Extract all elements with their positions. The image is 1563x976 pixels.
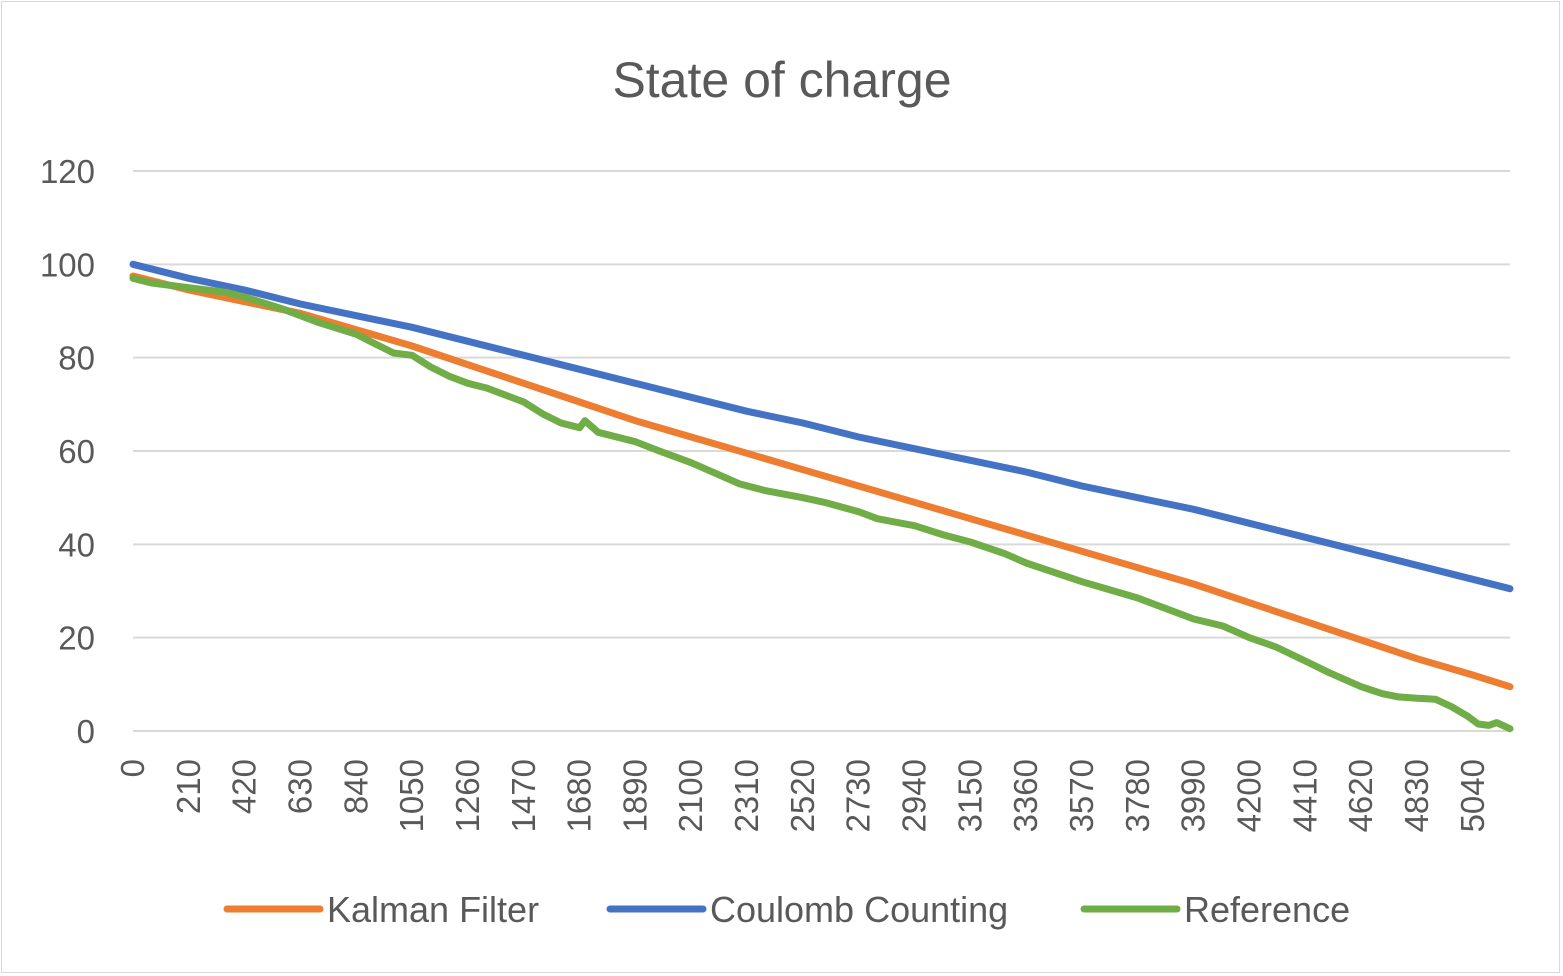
x-tick-label: 2730 (840, 759, 877, 832)
x-tick-label: 1680 (561, 759, 598, 832)
x-tick-label: 3990 (1175, 759, 1212, 832)
series-line-kalman-filter (129, 272, 1514, 691)
x-tick-label: 5040 (1454, 759, 1491, 832)
y-tick-label: 0 (77, 713, 95, 750)
series-lines (129, 260, 1514, 733)
x-tick-label: 2100 (672, 759, 709, 832)
y-tick-label: 20 (58, 620, 95, 657)
x-tick-label: 1470 (505, 759, 542, 832)
x-tick-label: 2940 (896, 759, 933, 832)
legend-label-coulomb-counting: Coulomb Counting (710, 889, 1008, 930)
x-tick-label: 210 (170, 759, 207, 814)
y-tick-label: 120 (40, 153, 95, 190)
legend-label-reference: Reference (1184, 889, 1350, 930)
y-tick-label: 100 (40, 246, 95, 283)
x-axis: 0 210 420 630 840 1050 1260 1470 1680 1890 2100 231… (114, 730, 1510, 832)
gridlines (133, 170, 1510, 732)
y-tick-label: 80 (58, 340, 95, 377)
legend-item-reference: Reference (1080, 889, 1350, 930)
x-tick-label: 4830 (1398, 759, 1435, 832)
x-tick-label: 3150 (951, 759, 988, 832)
x-tick-label: 840 (337, 759, 374, 814)
x-tick-label: 0 (114, 759, 151, 777)
x-tick-label: 4200 (1230, 759, 1267, 832)
x-tick-label: 420 (226, 759, 263, 814)
x-tick-label: 2310 (728, 759, 765, 832)
x-tick-label: 1260 (449, 759, 486, 832)
x-tick-label: 630 (281, 759, 318, 814)
x-tick-label: 3360 (1007, 759, 1044, 832)
y-axis: 0 20 40 60 80 100 120 (40, 153, 95, 750)
series-line-coulomb-counting (129, 260, 1514, 593)
y-tick-label: 40 (58, 526, 95, 563)
series-line-reference (129, 274, 1514, 733)
legend-label-kalman-filter: Kalman Filter (327, 889, 539, 930)
x-tick-label: 4410 (1286, 759, 1323, 832)
x-tick-label: 2520 (784, 759, 821, 832)
legend-item-kalman-filter: Kalman Filter (223, 889, 539, 930)
legend: Kalman Filter Coulomb Counting Reference (223, 889, 1350, 930)
x-tick-label: 1890 (616, 759, 653, 832)
x-tick-label: 3780 (1119, 759, 1156, 832)
chart-title: State of charge (612, 52, 951, 108)
y-tick-label: 60 (58, 433, 95, 470)
x-tick-label: 3570 (1063, 759, 1100, 832)
x-tick-label: 1050 (393, 759, 430, 832)
legend-item-coulomb-counting: Coulomb Counting (606, 889, 1008, 930)
x-tick-label: 4620 (1342, 759, 1379, 832)
